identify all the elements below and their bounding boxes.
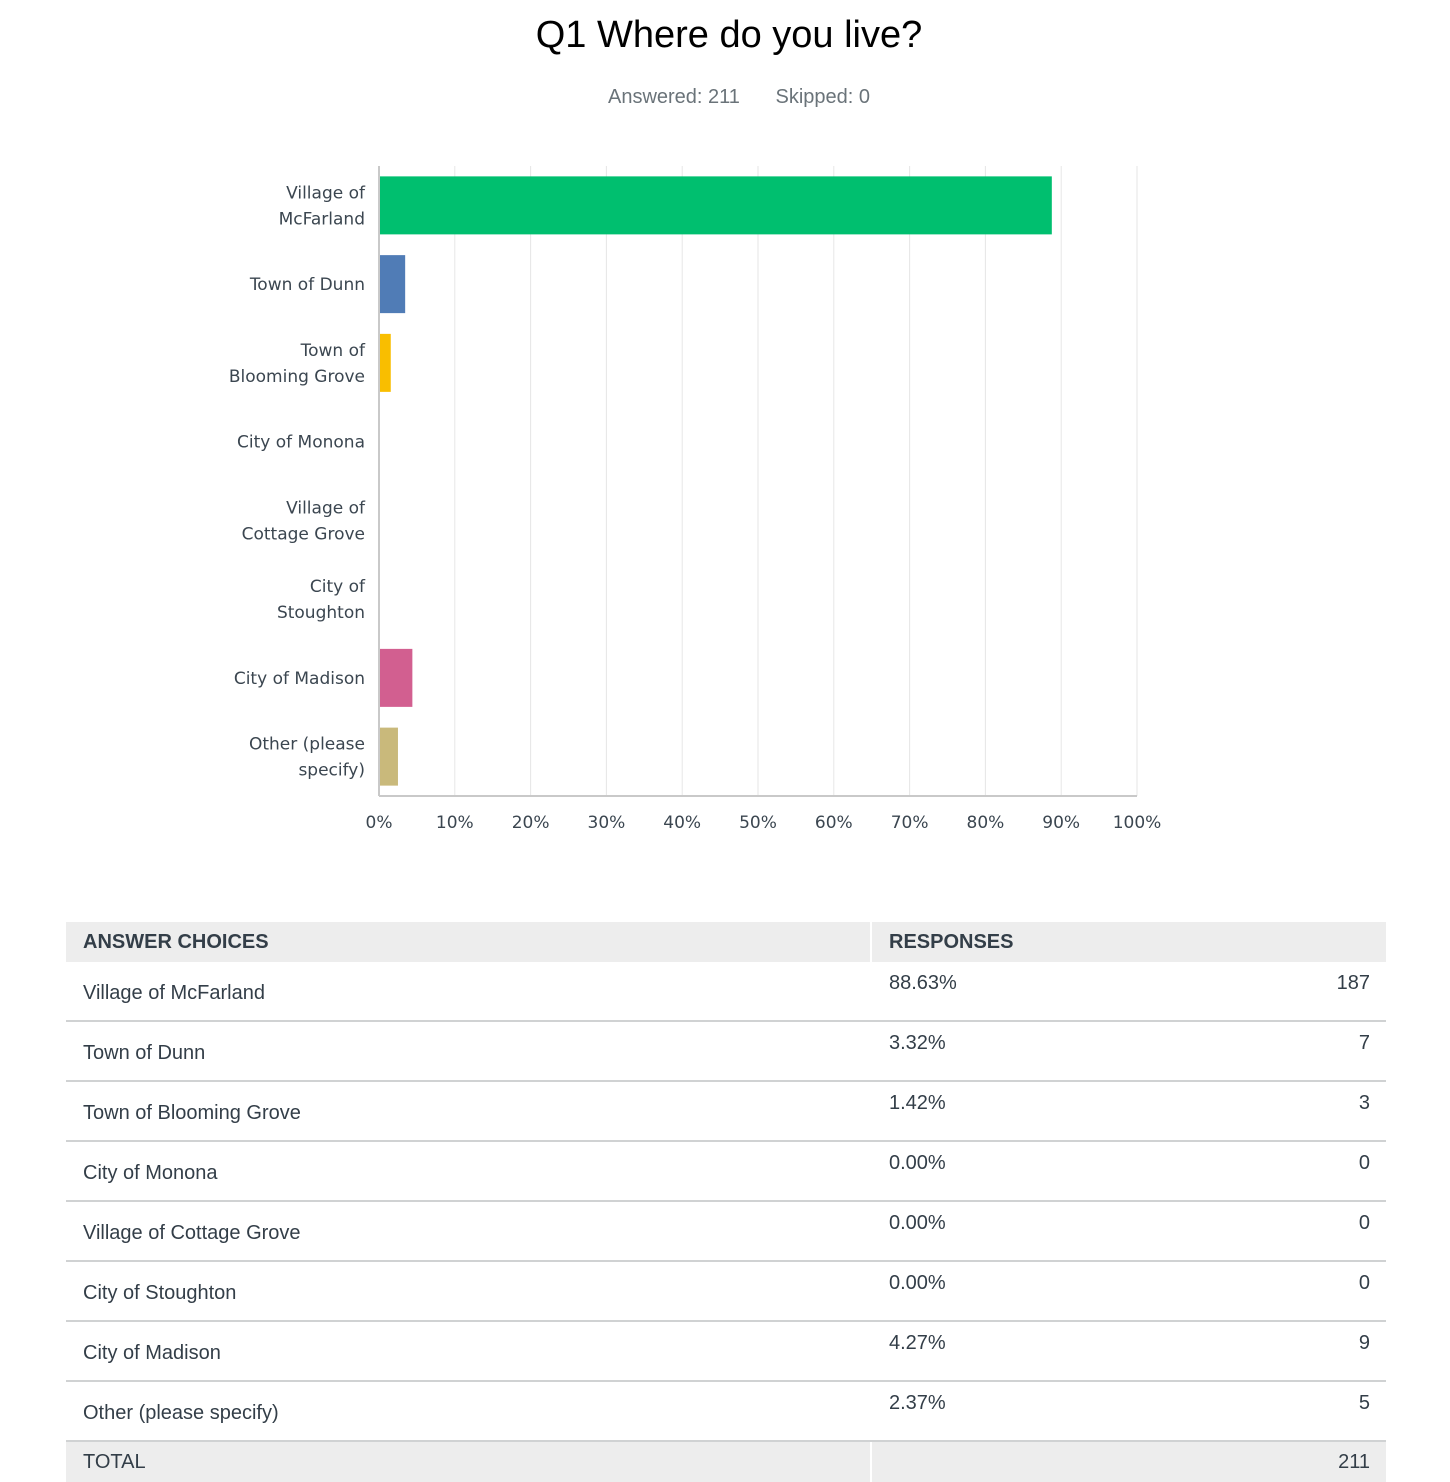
response-percent: 0.00% (871, 1141, 1198, 1202)
answer-choice: Town of Blooming Grove (66, 1081, 872, 1142)
response-count: 187 (1197, 962, 1386, 1022)
response-percent: 2.37% (871, 1381, 1198, 1442)
bar-chart: 0% 10% 20% 30% 40% 50% 60% 70% 80% 90% 100% Village… (229, 166, 1162, 833)
question-title: Q1 Where do you live? (535, 14, 923, 56)
answer-choice: City of Madison (66, 1321, 872, 1382)
x-tick-label: 0% (366, 813, 393, 833)
bar (380, 727, 398, 786)
category-label: Village of McFarland (279, 183, 366, 229)
answered-count: Answered: 211 (607, 86, 740, 108)
x-tick-label: 60% (815, 813, 853, 833)
skipped-count: Skipped: 0 (775, 86, 870, 108)
total-empty (871, 1441, 1198, 1482)
table-row: Town of Dunn 3.32% 7 (66, 1021, 1386, 1082)
table-header-row: ANSWER CHOICES RESPONSES (66, 922, 1386, 962)
x-tick-label: 30% (588, 813, 626, 833)
bar (380, 255, 406, 314)
response-percent: 3.32% (871, 1021, 1198, 1082)
table-row: Village of Cottage Grove 0.00% 0 (66, 1201, 1386, 1262)
response-percent: 1.42% (871, 1081, 1198, 1142)
header-responses: RESPONSES (870, 922, 1386, 962)
answer-choice: Village of McFarland (66, 962, 872, 1022)
response-percent: 4.27% (871, 1321, 1198, 1382)
table-row: City of Monona 0.00% 0 (66, 1141, 1386, 1202)
x-tick-label: 40% (663, 813, 701, 833)
x-tick-label: 80% (967, 813, 1005, 833)
answer-choice: Village of Cottage Grove (66, 1201, 872, 1262)
category-label: City of Monona (237, 433, 365, 453)
total-label: TOTAL (66, 1441, 872, 1482)
x-tick-label: 90% (1042, 813, 1080, 833)
response-percent: 88.63% (871, 962, 1198, 1022)
response-count: 7 (1197, 1021, 1386, 1082)
table-row: Town of Blooming Grove 1.42% 3 (66, 1081, 1386, 1142)
answer-choice: Other (please specify) (66, 1381, 872, 1442)
total-row: TOTAL 211 (66, 1441, 1386, 1482)
category-label: Other (please specify) (249, 735, 365, 781)
header-answer-choices: ANSWER CHOICES (66, 922, 871, 962)
table-row: City of Madison 4.27% 9 (66, 1321, 1386, 1382)
bar (380, 333, 391, 392)
table-row: Other (please specify) 2.37% 5 (66, 1381, 1386, 1442)
x-tick-label: 100% (1113, 813, 1162, 833)
response-percent: 0.00% (871, 1261, 1198, 1322)
category-label: City of Madison (234, 669, 365, 689)
answer-choice: City of Monona (66, 1141, 872, 1202)
bar (380, 176, 1052, 235)
answer-choice: City of Stoughton (66, 1261, 872, 1322)
response-count: 0 (1197, 1201, 1386, 1262)
bar (380, 648, 413, 707)
x-tick-label: 10% (436, 813, 474, 833)
response-count: 5 (1197, 1381, 1386, 1442)
x-tick-label: 70% (891, 813, 929, 833)
answer-choice: Town of Dunn (66, 1021, 872, 1082)
x-tick-label: 20% (512, 813, 550, 833)
response-count: 3 (1197, 1081, 1386, 1142)
x-tick-label: 50% (739, 813, 777, 833)
table-row: Village of McFarland 88.63% 187 (66, 962, 1386, 1022)
category-label: Town of Dunn (249, 275, 365, 295)
category-label: Village of Cottage Grove (242, 498, 366, 544)
responses-table: ANSWER CHOICES RESPONSES Village of McFa… (66, 922, 1386, 1482)
response-percent: 0.00% (871, 1201, 1198, 1262)
response-count: 9 (1197, 1321, 1386, 1382)
response-count: 0 (1197, 1141, 1386, 1202)
table-row: City of Stoughton 0.00% 0 (66, 1261, 1386, 1322)
category-label: City of Stoughton (277, 577, 366, 623)
total-count: 211 (1197, 1441, 1386, 1482)
response-count: 0 (1197, 1261, 1386, 1322)
response-stats: Answered: 211 Skipped: 0 (0, 86, 1450, 109)
category-label: Town of Blooming Grove (229, 341, 366, 387)
